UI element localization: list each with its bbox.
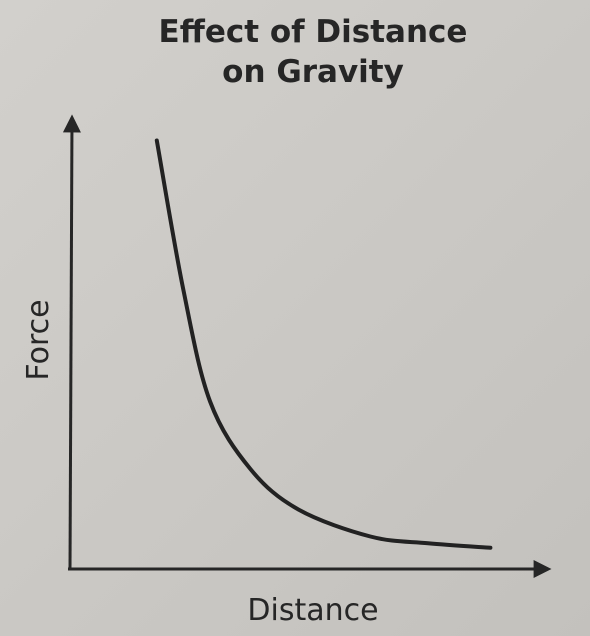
- chart-title: Effect of Distance on Gravity: [158, 14, 468, 90]
- y-axis-label: Force: [21, 299, 56, 380]
- y-axis: [62, 114, 81, 571]
- curve: [154, 138, 493, 550]
- x-axis-label: Distance: [247, 593, 378, 628]
